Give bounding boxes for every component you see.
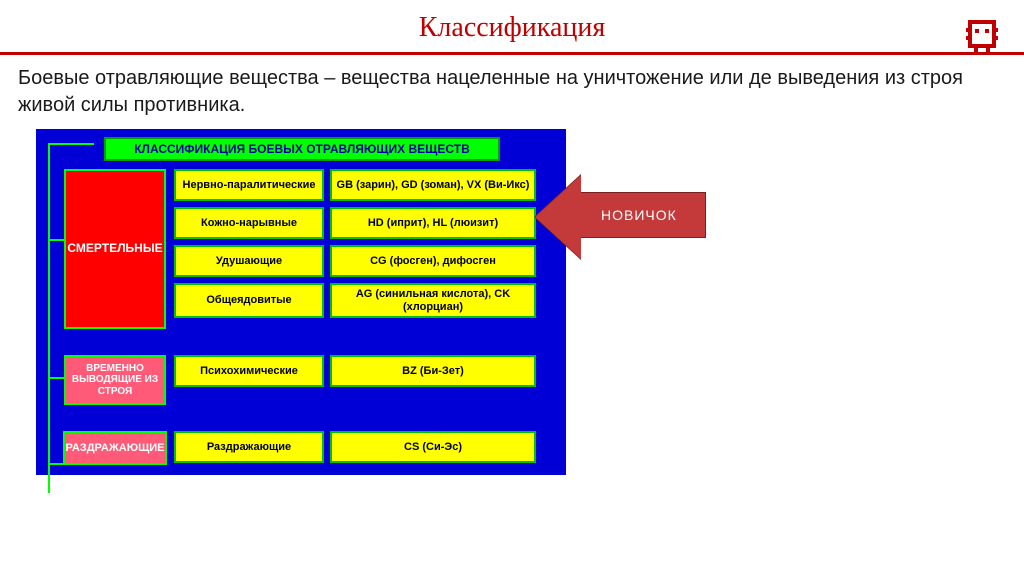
type-cell: Нервно-паралитические [174, 169, 324, 201]
table-row: Удушающие CG (фосген), дифосген [174, 245, 542, 277]
title-area: Классификация [0, 0, 1024, 52]
table-row: Психохимические BZ (Би-Зет) [174, 355, 542, 387]
callout-arrow: НОВИЧОК [578, 192, 706, 238]
group-rows: Психохимические BZ (Би-Зет) [174, 355, 542, 405]
examples-cell: CG (фосген), дифосген [330, 245, 536, 277]
diagram-container: КЛАССИФИКАЦИЯ БОЕВЫХ ОТРАВЛЯЮЩИХ ВЕЩЕСТВ… [0, 125, 1024, 475]
table-row: Общеядовитые AG (синильная кислота), CK … [174, 283, 542, 318]
table-row: Раздражающие CS (Си-Эс) [174, 431, 542, 463]
group-rows: Нервно-паралитические GB (зарин), GD (зо… [174, 169, 542, 329]
type-cell: Удушающие [174, 245, 324, 277]
table-row: Кожно-нарывные HD (иприт), HL (люизит) [174, 207, 542, 239]
group-temporary: ВРЕМЕННО ВЫВОДЯЩИЕ ИЗ СТРОЯ Психохимичес… [46, 355, 556, 405]
category-temporary: ВРЕМЕННО ВЫВОДЯЩИЕ ИЗ СТРОЯ [64, 355, 166, 405]
category-lethal: СМЕРТЕЛЬНЫЕ [64, 169, 166, 329]
group-lethal: СМЕРТЕЛЬНЫЕ Нервно-паралитические GB (за… [46, 169, 556, 329]
examples-cell: CS (Си-Эс) [330, 431, 536, 463]
group-left: СМЕРТЕЛЬНЫЕ [46, 169, 166, 329]
arrow-head-icon [535, 175, 581, 259]
logo-icon [964, 18, 1004, 63]
type-cell: Общеядовитые [174, 283, 324, 318]
group-irritant: РАЗДРАЖАЮЩИЕ Раздражающие CS (Си-Эс) [46, 431, 556, 465]
examples-cell: HD (иприт), HL (люизит) [330, 207, 536, 239]
examples-cell: GB (зарин), GD (зоман), VX (Ви-Икс) [330, 169, 536, 201]
group-left: РАЗДРАЖАЮЩИЕ [46, 431, 166, 465]
examples-cell: BZ (Би-Зет) [330, 355, 536, 387]
diagram-header: КЛАССИФИКАЦИЯ БОЕВЫХ ОТРАВЛЯЮЩИХ ВЕЩЕСТВ [104, 137, 500, 161]
category-irritant: РАЗДРАЖАЮЩИЕ [63, 431, 166, 465]
examples-cell: AG (синильная кислота), CK (хлорциан) [330, 283, 536, 318]
type-cell: Психохимические [174, 355, 324, 387]
group-rows: Раздражающие CS (Си-Эс) [174, 431, 542, 465]
group-left: ВРЕМЕННО ВЫВОДЯЩИЕ ИЗ СТРОЯ [46, 355, 166, 405]
subtitle-text: Боевые отравляющие вещества – вещества н… [0, 55, 1024, 125]
type-cell: Раздражающие [174, 431, 324, 463]
arrow-body: НОВИЧОК [578, 192, 706, 238]
tree-line [48, 143, 94, 145]
arrow-label: НОВИЧОК [601, 207, 677, 223]
page-title: Классификация [0, 12, 1024, 44]
type-cell: Кожно-нарывные [174, 207, 324, 239]
table-row: Нервно-паралитические GB (зарин), GD (зо… [174, 169, 542, 201]
classification-diagram: КЛАССИФИКАЦИЯ БОЕВЫХ ОТРАВЛЯЮЩИХ ВЕЩЕСТВ… [36, 129, 566, 475]
